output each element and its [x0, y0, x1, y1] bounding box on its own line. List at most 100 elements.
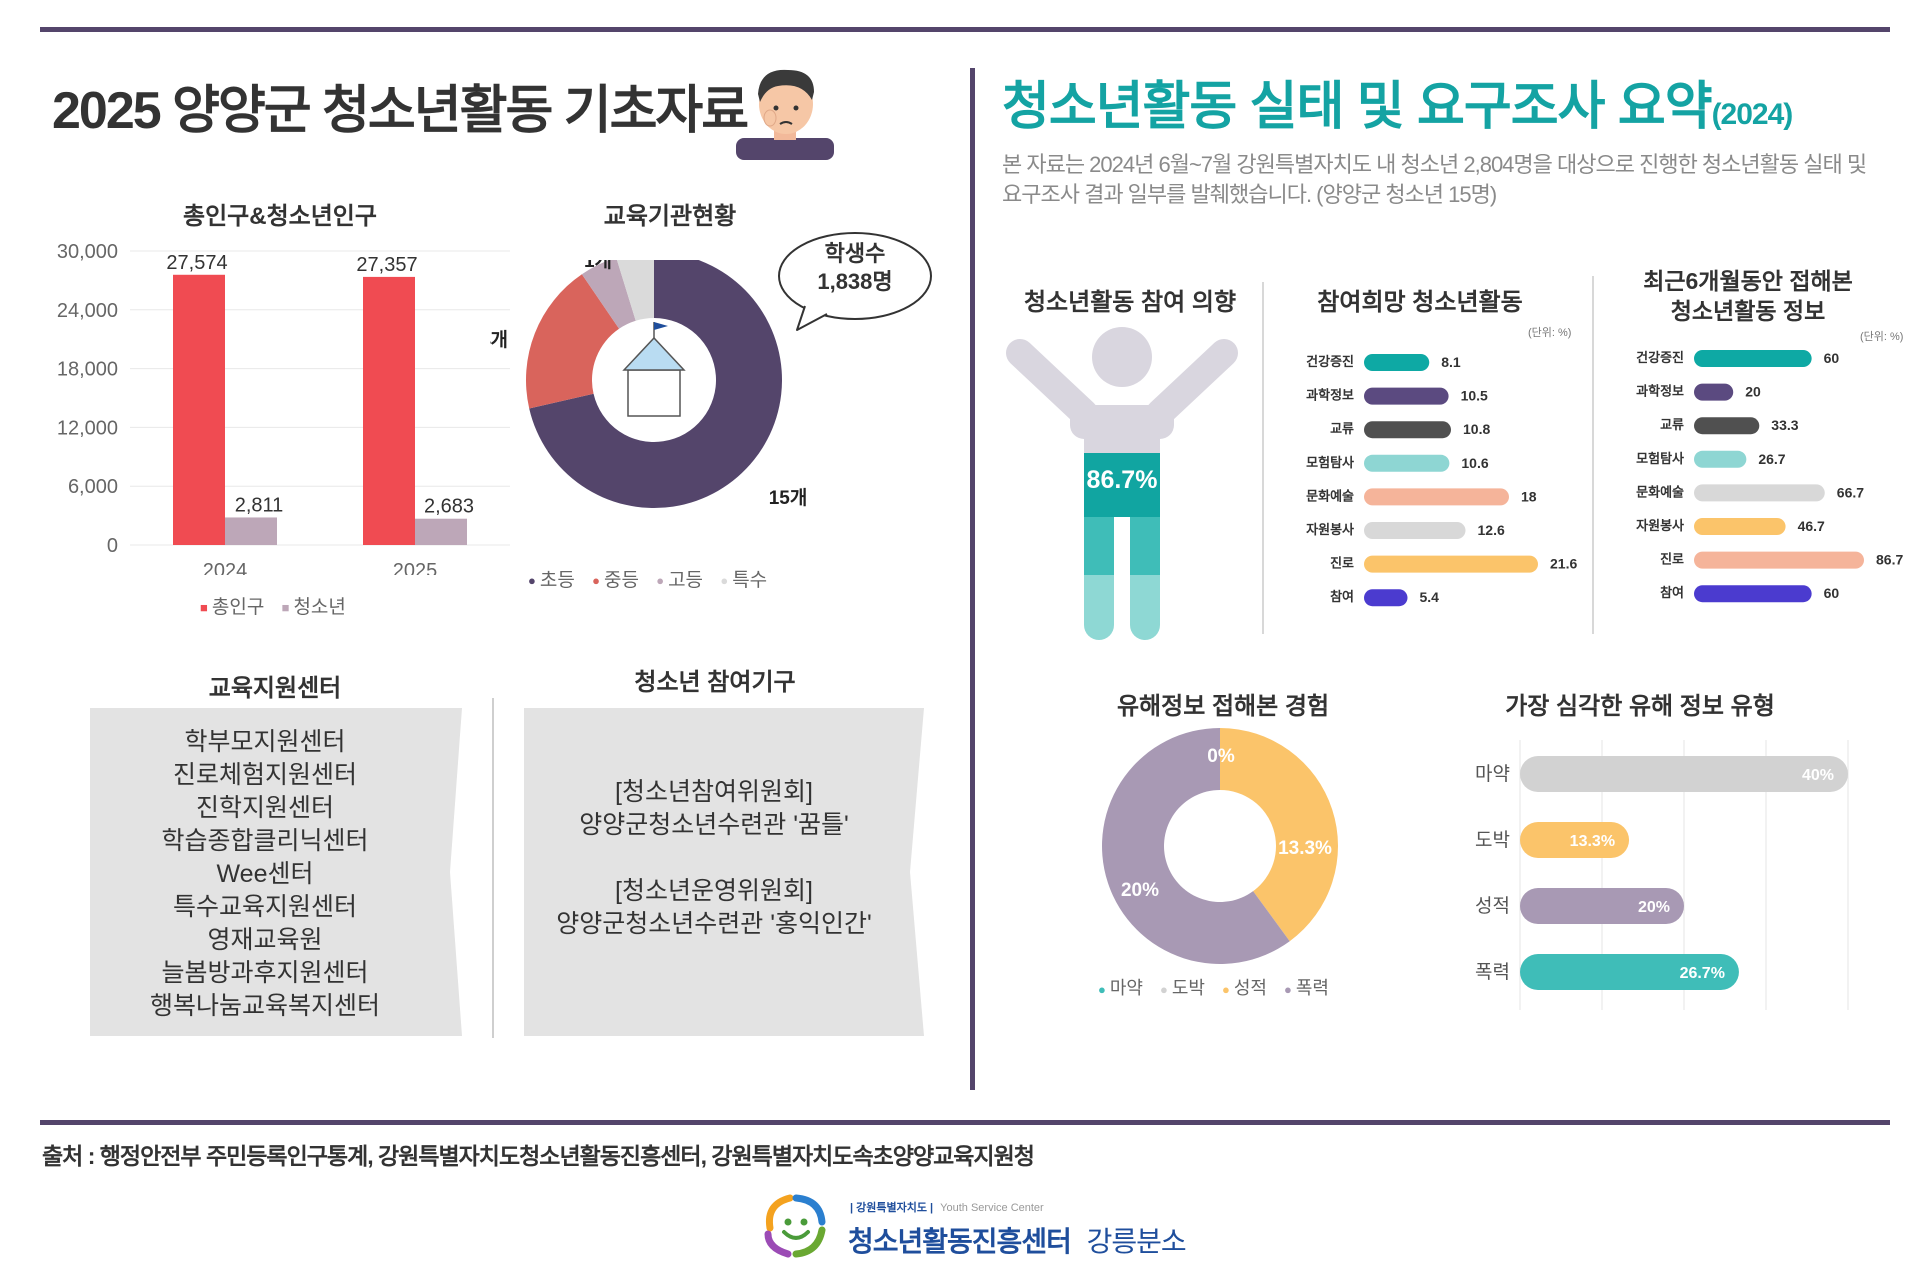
institutions-chart: 15개4개1개1개 [490, 260, 807, 509]
harm-data-label: 13.3% [1278, 838, 1332, 859]
legend-item-gambling: ● 도박 [1160, 978, 1205, 998]
inst-slice [526, 274, 620, 409]
hbar-bar [1694, 450, 1747, 468]
pop-xtick-label: 2025 [393, 560, 438, 575]
harm-types-chart: 마약 40% 도박 13.3% 성적 20% 폭력 26.7% [1475, 740, 1849, 1010]
institutions-title: 교육기관현황 [603, 203, 737, 230]
legend-gambling-label: 도박 [1171, 978, 1205, 998]
pop-ytick-label: 12,000 [57, 417, 118, 439]
logo-branch: 강릉분소 [1086, 1226, 1187, 1257]
hbar-value-label: 10.5 [1461, 388, 1488, 404]
pop-data-label: 2,811 [235, 494, 284, 516]
harm-category-label: 도박 [1475, 829, 1510, 851]
center-logo-icon [764, 1194, 826, 1258]
hbar-bar [1364, 421, 1451, 439]
top-rule [40, 27, 1890, 32]
legend-item-violence: ● 폭력 [1284, 978, 1329, 998]
hbar-category-label: 자원봉사 [1636, 518, 1684, 533]
center-divider [970, 68, 975, 1090]
hbar-value-label: 26.7 [1758, 451, 1785, 467]
hbar-bar [1364, 454, 1450, 472]
legend-item-high: ● 고등 [656, 570, 704, 591]
legend-item-sexual: ● 성적 [1222, 978, 1267, 998]
survey-divider-1 [1262, 282, 1264, 634]
harm-data-label: 0% [1207, 746, 1235, 767]
hbar-bar [1364, 387, 1449, 405]
logo-small-line: | 강원특별자치도 | Youth Service Center [850, 1199, 1044, 1215]
participation-block1-line2: 양양군청소년수련관 '꿈틀' [579, 811, 849, 839]
hbar-bar [1364, 488, 1509, 506]
hbar-value-label: 20 [1745, 384, 1761, 400]
hbar-category-label: 참여 [1660, 585, 1684, 600]
institutions-legend: ● 초등 ● 중등 ● 고등 ● 특수 [528, 565, 779, 592]
legend-item-total: ■ 총인구 [200, 597, 265, 618]
right-title: 청소년활동 실태 및 요구조사 요약(2024) [1002, 64, 1794, 139]
inst-slice [581, 260, 636, 329]
hbar-category-label: 과학정보 [1306, 388, 1354, 403]
inst-slice [616, 260, 654, 321]
callout-line2: 1,838명 [817, 269, 893, 294]
legend-middle-label: 중등 [603, 570, 639, 591]
recent-title: 최근6개월동안 접해본 청소년활동 정보 [1608, 266, 1888, 326]
harm-exp-title: 유해정보 접해본 경험 [1116, 693, 1330, 720]
hope-chart: 건강증진 8.1 과학정보 10.5 교류 10.8 모험탐사 10.6 문화예술 18 자원봉사 1… [1306, 354, 1577, 607]
participation-block1-line1: [청소년참여위원회] [615, 778, 813, 806]
participation-box [524, 708, 924, 1036]
pop-data-label: 2,683 [424, 496, 474, 518]
harm-donut-chart: 0% 13.3% 20% [1102, 728, 1338, 964]
hbar-value-label: 46.7 [1798, 518, 1825, 534]
legend-violence-label: 폭력 [1295, 978, 1329, 998]
participation-block2-line2: 양양군청소년수련관 '홍익인간' [556, 910, 872, 938]
hbar-category-label: 진로 [1660, 552, 1684, 567]
hbar-bar [1364, 555, 1538, 573]
pop-bar [173, 274, 225, 545]
inst-slice [529, 260, 782, 508]
pop-ytick-label: 30,000 [57, 241, 118, 263]
intent-title: 청소년활동 참여 의향 [1023, 289, 1237, 316]
survey-description: 본 자료는 2024년 6월~7월 강원특별자치도 내 청소년 2,804명을 … [1002, 152, 1867, 207]
bottom-rule [40, 1120, 1890, 1125]
recent-title-line1: 최근6개월동안 접해본 [1643, 268, 1853, 294]
pop-bar [225, 517, 277, 545]
support-item: 영재교육원 [207, 926, 323, 954]
legend-elementary-label: 초등 [539, 570, 575, 591]
intent-value: 86.7% [1086, 466, 1158, 494]
support-item: 진학지원센터 [195, 794, 334, 822]
support-list: 학부모지원센터 진로체험지원센터 진학지원센터 학습종합클리닉센터 Wee센터 특수교육지… [100, 726, 430, 1023]
harm-bar [1520, 954, 1739, 990]
hbar-category-label: 교류 [1660, 417, 1684, 432]
harm-value-label: 26.7% [1680, 965, 1725, 982]
pop-bar [363, 276, 415, 545]
bottom-left-divider [492, 698, 494, 1038]
legend-item-middle: ● 중등 [592, 570, 639, 591]
hbar-category-label: 모험탐사 [1306, 455, 1354, 470]
harm-legend: ● 마약 ● 도박 ● 성적 ● 폭력 [1098, 974, 1341, 1000]
recent-title-line2: 청소년활동 정보 [1670, 298, 1826, 324]
legend-special-label: 특수 [732, 570, 768, 591]
pop-data-label: 27,357 [356, 254, 417, 276]
pop-ytick-label: 6,000 [68, 476, 118, 498]
pop-data-label: 27,574 [166, 252, 227, 274]
hbar-bar [1694, 551, 1864, 569]
hbar-value-label: 18 [1521, 488, 1537, 504]
hbar-bar [1694, 417, 1760, 435]
population-legend: ■ 총인구 ■ 청소년 [200, 592, 358, 619]
hbar-bar [1364, 589, 1408, 607]
hbar-category-label: 문화예술 [1636, 484, 1684, 499]
legend-high-label: 고등 [668, 570, 704, 591]
right-title-year: (2024) [1711, 98, 1794, 131]
support-item: 특수교육지원센터 [172, 893, 357, 921]
support-title: 교육지원센터 [208, 675, 342, 702]
hbar-value-label: 8.1 [1441, 354, 1461, 370]
pop-xtick-label: 2024 [203, 560, 248, 575]
support-item: Wee센터 [216, 860, 314, 888]
hbar-bar [1694, 383, 1734, 401]
support-item: 행복나눔교육복지센터 [149, 992, 380, 1020]
hbar-category-label: 모험탐사 [1636, 451, 1684, 466]
hbar-category-label: 참여 [1330, 589, 1354, 604]
school-icon [627, 369, 681, 417]
support-box [90, 708, 462, 1036]
logo-small-kr: | 강원특별자치도 | [850, 1202, 934, 1214]
hbar-category-label: 건강증진 [1636, 350, 1684, 365]
harm-value-label: 40% [1802, 767, 1834, 784]
